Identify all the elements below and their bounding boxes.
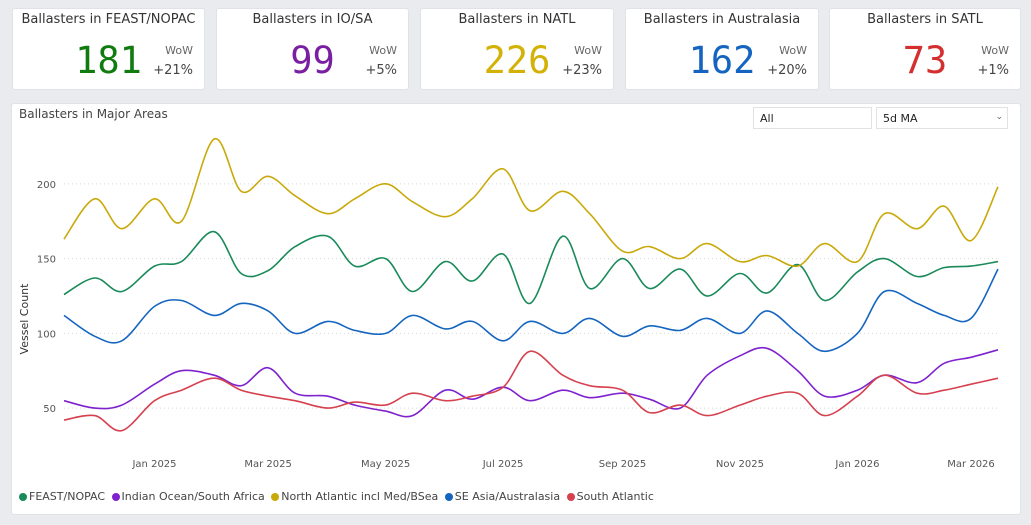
- legend-label: SE Asia/Australasia: [454, 490, 561, 503]
- legend-item-feast-nopac[interactable]: FEAST/NOPAC: [19, 490, 105, 503]
- kpi-title: Ballasters in IO/SA: [252, 12, 373, 27]
- kpi-title: Ballasters in FEAST/NOPAC: [21, 12, 196, 27]
- smoothing-value: 5d MA: [883, 112, 918, 125]
- kpi-wow-value: +23%: [562, 63, 602, 78]
- x-tick-label: May 2025: [361, 459, 410, 470]
- kpi-wow-label: WoW: [779, 44, 807, 57]
- x-tick-label: Jul 2025: [482, 459, 524, 470]
- x-tick-label: Jan 2026: [834, 459, 879, 470]
- x-tick-label: Jan 2025: [131, 459, 176, 470]
- kpi-wow-label: WoW: [165, 44, 193, 57]
- kpi-card-australasia[interactable]: Ballasters in Australasia 162 WoW +20%: [625, 8, 819, 90]
- region-filter-dropdown[interactable]: All: [753, 107, 872, 129]
- legend-swatch: [19, 493, 27, 501]
- series-lines: [63, 138, 999, 432]
- legend-item-se-asia[interactable]: SE Asia/Australasia: [444, 490, 561, 503]
- kpi-wow-label: WoW: [981, 44, 1009, 57]
- legend-label: Indian Ocean/South Africa: [121, 490, 265, 503]
- legend-swatch: [111, 493, 120, 501]
- kpi-value: 99: [290, 39, 335, 82]
- kpi-value: 73: [902, 39, 948, 82]
- kpi-wow-value: +5%: [365, 63, 397, 78]
- x-tick-label: Sep 2025: [599, 459, 646, 470]
- legend-item-north-atlantic[interactable]: North Atlantic incl Med/BSea: [271, 490, 438, 503]
- y-tick-labels: 50 100 150 200: [37, 180, 56, 415]
- series-line-indian-ocean-south-africa[interactable]: [63, 346, 999, 418]
- kpi-value: 226: [483, 39, 551, 82]
- kpi-card-io-sa[interactable]: Ballasters in IO/SA 99 WoW +5%: [216, 8, 409, 90]
- chart-panel: Ballasters in Major Areas All 5d MA ⌄ 50…: [11, 103, 1021, 515]
- kpi-wow-value: +1%: [977, 63, 1009, 78]
- legend-item-indian-ocean[interactable]: Indian Ocean/South Africa: [111, 490, 265, 503]
- x-tick-label: Nov 2025: [716, 459, 764, 470]
- kpi-title: Ballasters in SATL: [867, 12, 983, 27]
- legend-label: FEAST/NOPAC: [29, 490, 106, 503]
- kpi-title: Ballasters in NATL: [458, 12, 576, 27]
- legend-label: South Atlantic: [576, 490, 654, 503]
- kpi-card-satl[interactable]: Ballasters in SATL 73 WoW +1%: [829, 8, 1021, 90]
- kpi-wow-label: WoW: [574, 44, 602, 57]
- y-axis-label: Vessel Count: [18, 283, 31, 355]
- series-line-se-asia-australasia[interactable]: [63, 268, 999, 353]
- legend-swatch: [444, 493, 453, 501]
- series-line-north-atlantic-incl-med-bsea[interactable]: [63, 138, 999, 268]
- kpi-value: 162: [688, 39, 756, 82]
- kpi-wow-label: WoW: [369, 44, 397, 57]
- smoothing-dropdown[interactable]: 5d MA ⌄: [876, 107, 1008, 129]
- series-line-south-atlantic[interactable]: [63, 350, 999, 432]
- series-line-feast-nopac[interactable]: [63, 230, 999, 305]
- kpi-card-feast-nopac[interactable]: Ballasters in FEAST/NOPAC 181 WoW +21%: [12, 8, 205, 90]
- x-tick-label: Mar 2025: [244, 459, 292, 470]
- chevron-down-icon[interactable]: ⌄: [995, 112, 1003, 122]
- y-tick-label: 200: [37, 180, 56, 191]
- kpi-wow-value: +20%: [767, 63, 807, 78]
- x-tick-labels: Jan 2025 Mar 2025 May 2025 Jul 2025 Sep 2025…: [131, 459, 994, 470]
- legend-swatch: [271, 493, 280, 501]
- y-tick-label: 100: [37, 329, 56, 340]
- grid-lines: [64, 183, 998, 409]
- kpi-value: 181: [75, 39, 142, 82]
- y-tick-label: 150: [37, 255, 56, 266]
- legend-swatch: [566, 493, 575, 501]
- kpi-title: Ballasters in Australasia: [643, 12, 801, 27]
- kpi-card-natl[interactable]: Ballasters in NATL 226 WoW +23%: [420, 8, 614, 90]
- legend-item-south-atlantic[interactable]: South Atlantic: [566, 490, 654, 503]
- chart-legend: FEAST/NOPAC Indian Ocean/South Africa No…: [19, 490, 657, 503]
- y-tick-label: 50: [43, 404, 56, 415]
- legend-label: North Atlantic incl Med/BSea: [281, 490, 439, 503]
- kpi-wow-value: +21%: [153, 63, 193, 78]
- chart-title: Ballasters in Major Areas: [19, 107, 168, 121]
- region-filter-value: All: [760, 112, 774, 125]
- x-tick-label: Mar 2026: [947, 459, 995, 470]
- line-chart[interactable]: 50 100 150 200 Jan 2025 Mar 2025 May 2025 Jul …: [12, 104, 1020, 484]
